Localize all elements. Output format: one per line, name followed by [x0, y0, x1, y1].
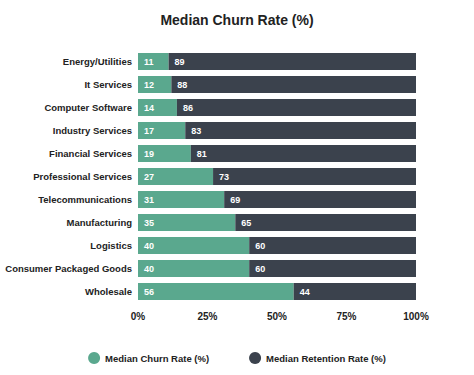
svg-text:65: 65: [241, 218, 251, 228]
svg-text:27: 27: [144, 172, 154, 182]
svg-text:44: 44: [300, 287, 310, 297]
svg-text:31: 31: [144, 195, 154, 205]
svg-text:35: 35: [144, 218, 154, 228]
svg-text:88: 88: [177, 80, 187, 90]
svg-text:75%: 75%: [336, 311, 356, 322]
svg-text:Professional Services: Professional Services: [33, 171, 132, 182]
svg-text:40: 40: [144, 241, 154, 251]
svg-text:56: 56: [144, 287, 154, 297]
svg-text:Computer Software: Computer Software: [44, 102, 132, 113]
svg-text:40: 40: [144, 264, 154, 274]
svg-text:86: 86: [183, 103, 193, 113]
svg-text:Median Retention Rate (%): Median Retention Rate (%): [266, 353, 386, 364]
svg-text:Telecommunications: Telecommunications: [38, 194, 132, 205]
svg-text:0%: 0%: [131, 311, 146, 322]
svg-text:100%: 100%: [403, 311, 429, 322]
svg-text:Energy/Utilities: Energy/Utilities: [63, 56, 132, 67]
svg-text:Financial Services: Financial Services: [49, 148, 132, 159]
svg-text:83: 83: [191, 126, 201, 136]
svg-text:Median Churn Rate (%): Median Churn Rate (%): [160, 12, 313, 28]
svg-text:60: 60: [255, 264, 265, 274]
svg-text:Wholesale: Wholesale: [85, 286, 132, 297]
svg-text:81: 81: [197, 149, 207, 159]
svg-text:12: 12: [144, 80, 154, 90]
svg-text:It Services: It Services: [84, 79, 132, 90]
svg-text:25%: 25%: [197, 311, 217, 322]
svg-text:Logistics: Logistics: [90, 240, 132, 251]
svg-text:60: 60: [255, 241, 265, 251]
svg-text:89: 89: [175, 57, 185, 67]
svg-text:73: 73: [219, 172, 229, 182]
svg-text:Manufacturing: Manufacturing: [67, 217, 133, 228]
svg-text:14: 14: [144, 103, 154, 113]
svg-text:Median Churn Rate (%): Median Churn Rate (%): [105, 353, 209, 364]
svg-text:50%: 50%: [267, 311, 287, 322]
svg-text:69: 69: [230, 195, 240, 205]
svg-text:Consumer Packaged Goods: Consumer Packaged Goods: [5, 263, 132, 274]
svg-text:11: 11: [144, 57, 154, 67]
svg-text:19: 19: [144, 149, 154, 159]
svg-text:17: 17: [144, 126, 154, 136]
svg-text:Industry Services: Industry Services: [53, 125, 132, 136]
